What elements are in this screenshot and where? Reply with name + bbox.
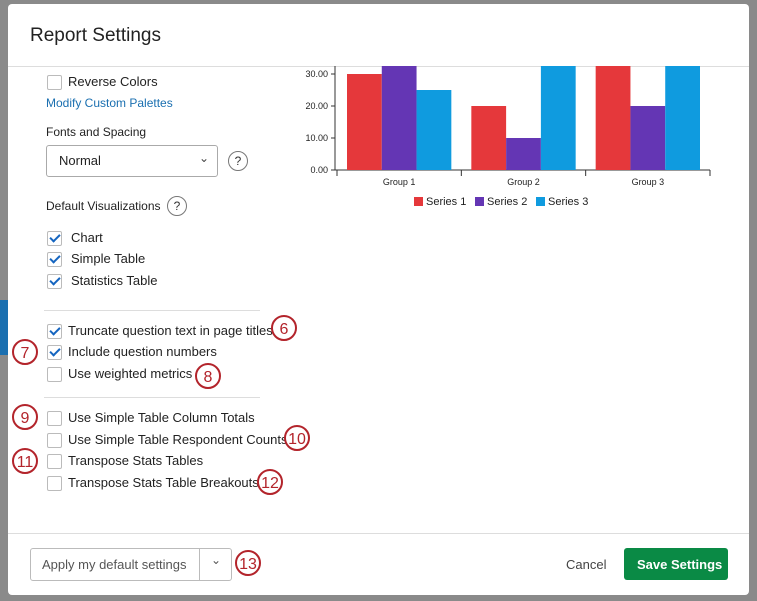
checkbox[interactable] bbox=[47, 345, 62, 360]
section-label: Default Visualizations bbox=[46, 199, 161, 213]
y-tick-label: 30.00 bbox=[305, 69, 328, 79]
option-label: Simple Table bbox=[71, 251, 146, 266]
checkbox[interactable] bbox=[47, 454, 62, 469]
help-icon[interactable]: ? bbox=[167, 196, 187, 216]
callout: 8 bbox=[195, 363, 221, 389]
checkbox[interactable] bbox=[47, 411, 62, 426]
dropdown-value: Normal bbox=[59, 153, 101, 168]
bar bbox=[630, 106, 666, 170]
divider bbox=[199, 548, 200, 581]
divider bbox=[44, 310, 260, 311]
option-label: Use Simple Table Column Totals bbox=[68, 410, 255, 425]
callout: 12 bbox=[257, 469, 283, 495]
option-label: Transpose Stats Tables bbox=[68, 453, 204, 468]
x-tick-label: Group 3 bbox=[632, 177, 665, 187]
checkbox[interactable] bbox=[47, 252, 62, 267]
label: Reverse Colors bbox=[68, 74, 158, 89]
divider bbox=[44, 397, 260, 398]
callout: 11 bbox=[12, 448, 38, 474]
bar bbox=[540, 66, 576, 170]
callout: 6 bbox=[271, 315, 297, 341]
callout: 9 bbox=[12, 404, 38, 430]
checkbox[interactable] bbox=[47, 324, 62, 339]
option-label: Use weighted metrics bbox=[68, 366, 193, 381]
chevron: ⌄ bbox=[199, 151, 210, 165]
y-tick-label: 20.00 bbox=[305, 101, 328, 111]
divider bbox=[8, 533, 749, 534]
help-icon[interactable]: ? bbox=[228, 151, 248, 171]
link[interactable]: Modify Custom Palettes bbox=[46, 96, 173, 110]
bar bbox=[665, 66, 700, 170]
legend-swatch bbox=[475, 197, 484, 206]
option-label: Transpose Stats Table Breakouts bbox=[68, 475, 259, 490]
callout: 10 bbox=[284, 425, 310, 451]
option-label: Include question numbers bbox=[68, 344, 217, 359]
y-tick-label: 0.00 bbox=[310, 165, 328, 175]
callout: 13 bbox=[235, 550, 261, 576]
x-tick-label: Group 1 bbox=[383, 177, 416, 187]
option-label: Chart bbox=[71, 230, 103, 245]
checkbox[interactable] bbox=[47, 476, 62, 491]
dropdown[interactable] bbox=[46, 145, 218, 177]
x-tick-label: Group 2 bbox=[507, 177, 540, 187]
apply-label: Apply my default settings bbox=[42, 557, 187, 572]
callout: 7 bbox=[12, 339, 38, 365]
checkbox[interactable] bbox=[47, 274, 62, 289]
apply-button[interactable] bbox=[30, 548, 232, 581]
checkbox[interactable] bbox=[47, 367, 62, 382]
bar bbox=[471, 106, 507, 170]
bar bbox=[381, 66, 417, 170]
save-button[interactable] bbox=[624, 548, 728, 580]
modal-title: Report Settings bbox=[30, 25, 161, 46]
bar bbox=[595, 66, 631, 170]
save-label: Save Settings bbox=[637, 557, 723, 572]
legend-swatch bbox=[536, 197, 545, 206]
checkbox[interactable] bbox=[47, 433, 62, 448]
bar bbox=[506, 138, 541, 170]
section-label: Fonts and Spacing bbox=[46, 125, 147, 139]
option-label: Use Simple Table Respondent Counts bbox=[68, 432, 288, 447]
option-label: Truncate question text in page titles bbox=[68, 323, 273, 338]
y-tick-label: 10.00 bbox=[305, 133, 328, 143]
checkbox[interactable] bbox=[47, 75, 62, 90]
option-label: Statistics Table bbox=[71, 273, 158, 288]
legend-label: Series 2 bbox=[487, 196, 527, 208]
background-accent bbox=[0, 300, 8, 355]
chart: 0.00 10.00 20.00 30.00 Group 1 Group 2 Group 3… bbox=[305, 66, 711, 208]
cancel-button[interactable]: Cancel bbox=[566, 557, 607, 572]
chevron[interactable]: ⌄ bbox=[211, 553, 222, 567]
bar bbox=[416, 90, 452, 170]
divider bbox=[8, 66, 749, 67]
bar bbox=[347, 74, 382, 170]
legend-label: Series 1 bbox=[426, 196, 466, 208]
checkbox[interactable] bbox=[47, 231, 62, 246]
legend-label: Series 3 bbox=[548, 196, 588, 208]
legend-swatch bbox=[414, 197, 423, 206]
